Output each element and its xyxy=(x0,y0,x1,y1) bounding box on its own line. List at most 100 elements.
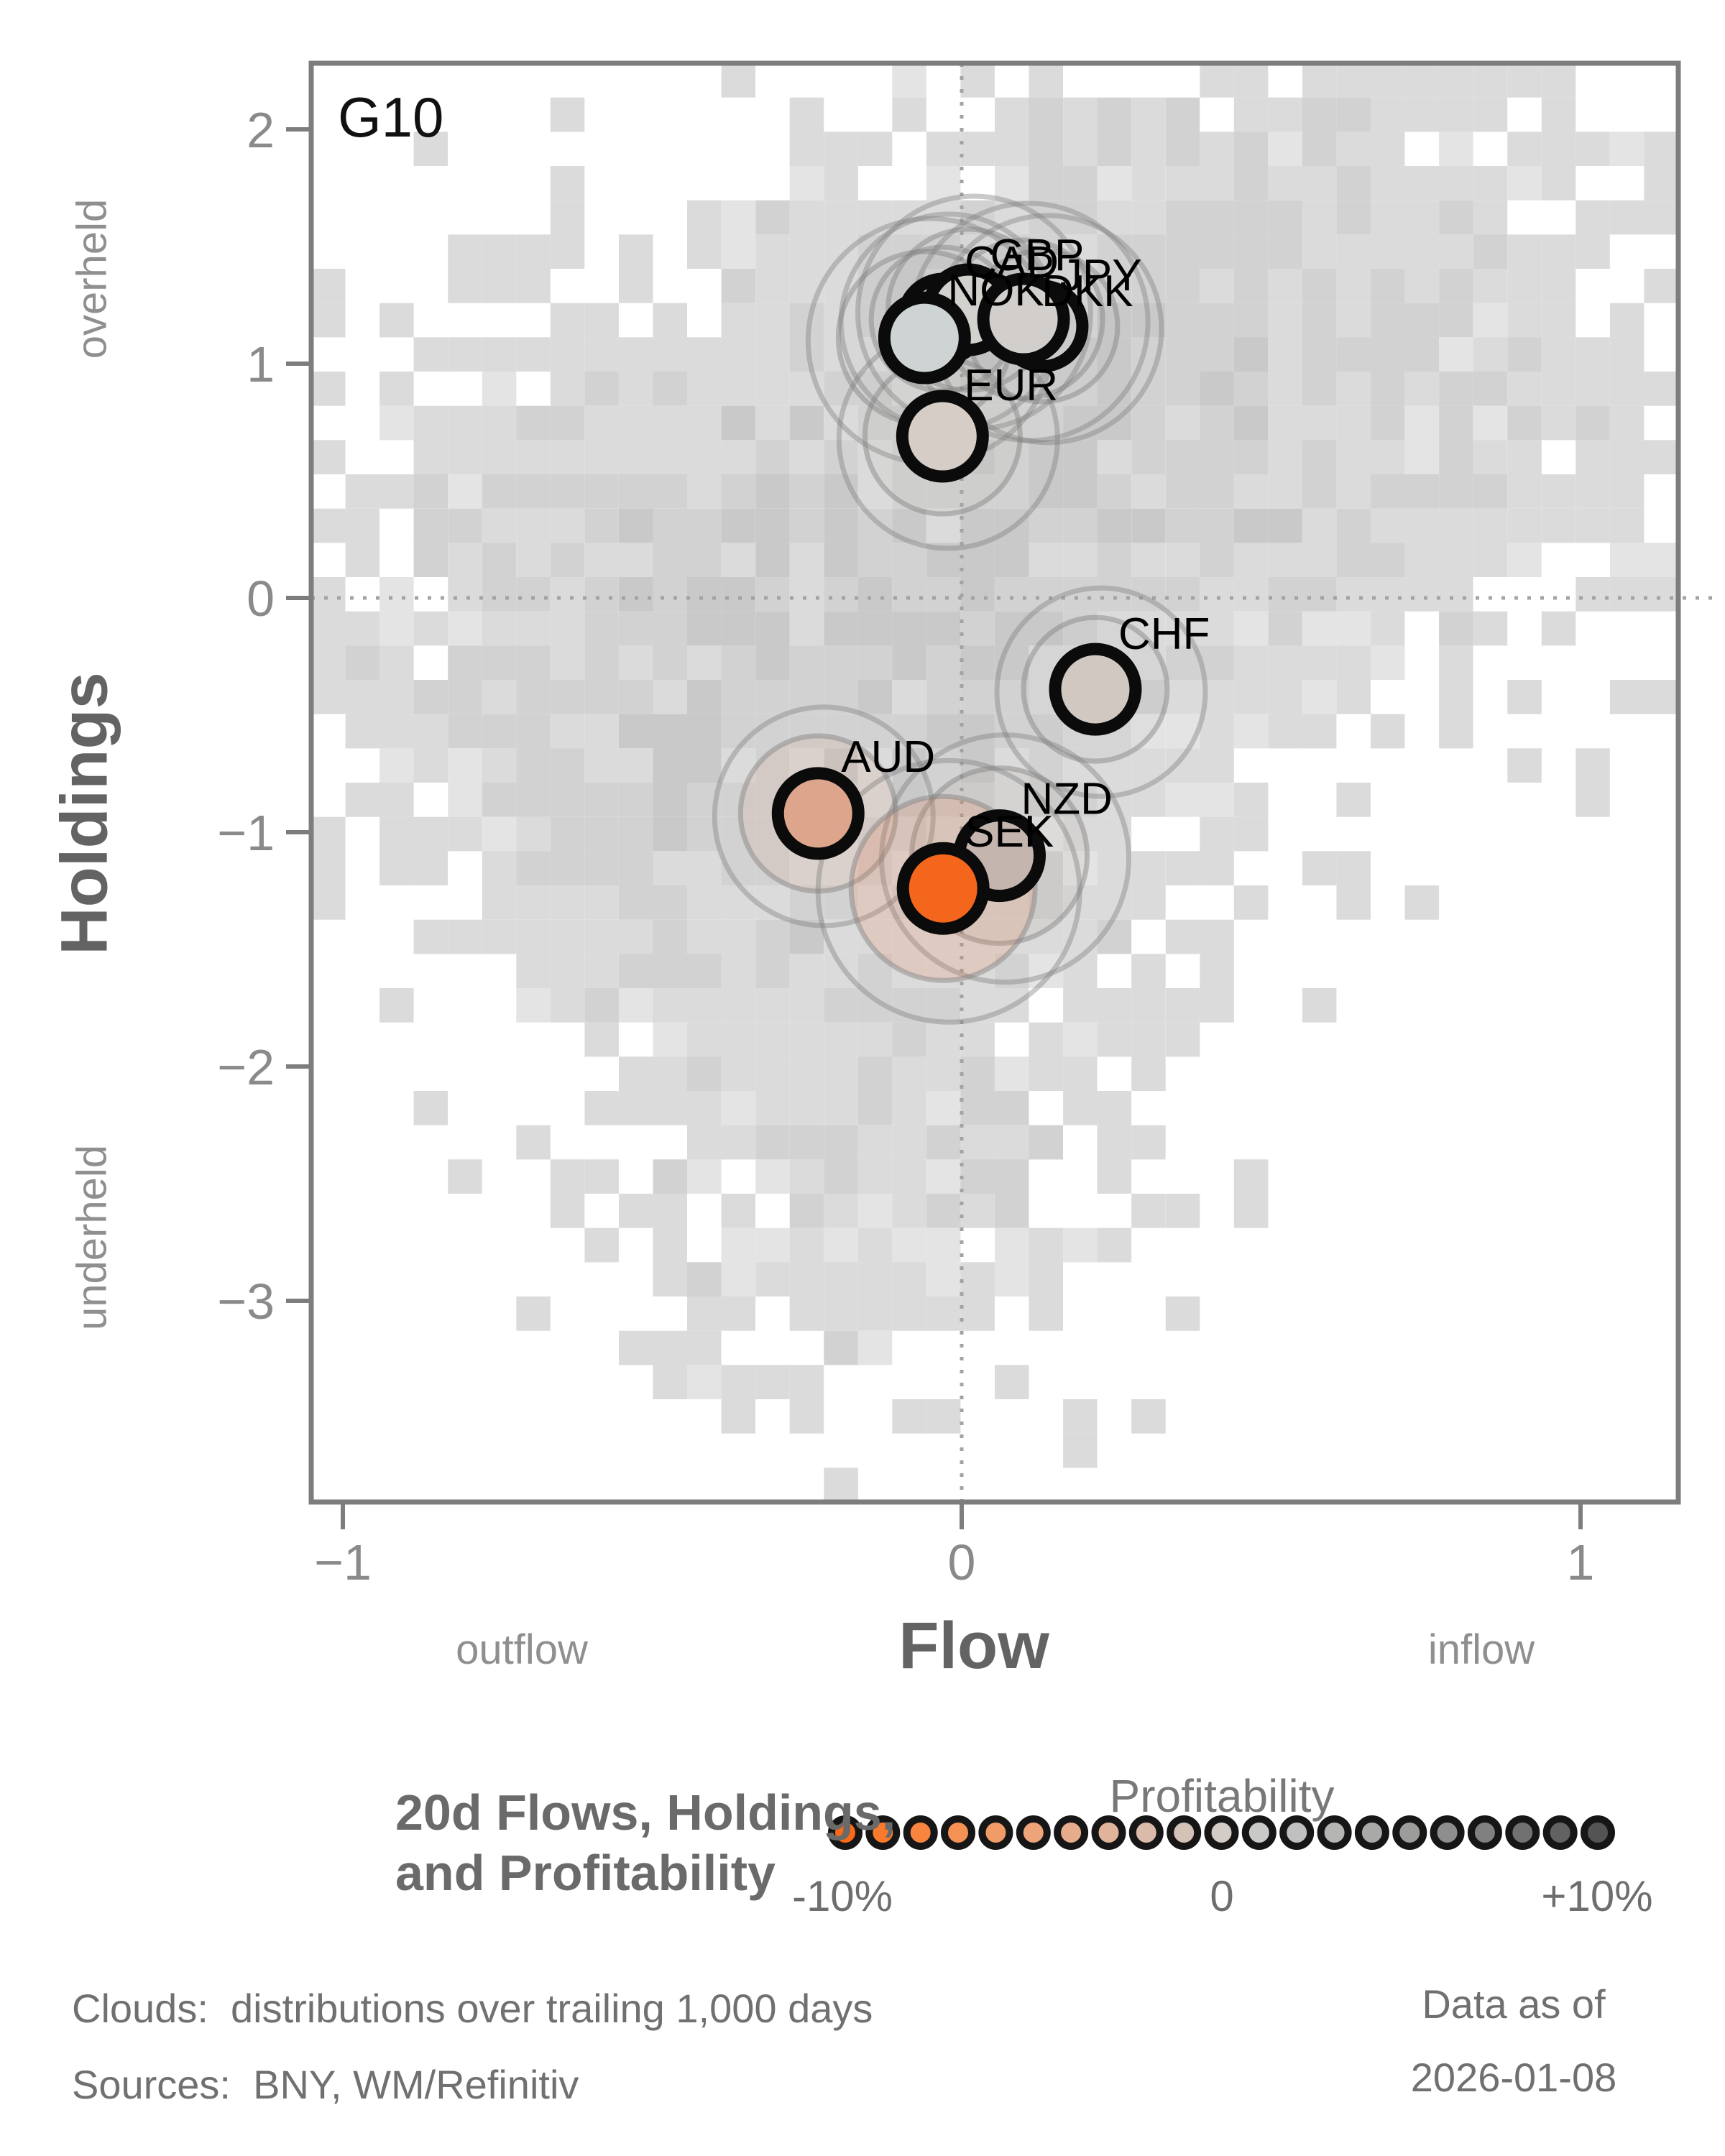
legend-dot xyxy=(1204,1815,1239,1850)
heatmap-cell xyxy=(1233,645,1269,680)
heatmap-cell xyxy=(1576,748,1610,783)
heatmap-cell xyxy=(516,645,551,680)
bubble-label-JPY: JPY xyxy=(1060,251,1142,300)
heatmap-cell xyxy=(380,577,414,612)
heatmap-cell xyxy=(1507,474,1542,509)
heatmap-cell xyxy=(721,1399,756,1434)
heatmap-cell xyxy=(1268,714,1302,749)
y-tick-label: −2 xyxy=(217,1039,275,1095)
heatmap-cell xyxy=(1097,405,1132,441)
heatmap-cell xyxy=(1473,405,1508,441)
heatmap-cell xyxy=(1576,200,1610,235)
heatmap-cell xyxy=(311,577,346,612)
heatmap-cell xyxy=(1644,132,1678,166)
heatmap-cell xyxy=(1029,919,1063,954)
heatmap-cell xyxy=(1131,954,1166,988)
heatmap-cell xyxy=(1439,611,1473,646)
heatmap-cell xyxy=(687,1056,722,1091)
heatmap-cell xyxy=(721,269,756,303)
heatmap-cell xyxy=(1404,508,1440,543)
heatmap-cell xyxy=(1097,577,1132,612)
heatmap-cell xyxy=(687,954,722,988)
heatmap-cell xyxy=(1165,714,1200,749)
heatmap-cell xyxy=(1200,132,1234,166)
heatmap-cell xyxy=(1131,714,1166,749)
legend-dot xyxy=(941,1815,975,1850)
heatmap-cell xyxy=(824,954,858,988)
heatmap-cell xyxy=(1404,577,1440,612)
heatmap-cell xyxy=(1371,543,1405,577)
heatmap-cell xyxy=(653,1194,687,1228)
heatmap-cell xyxy=(1507,337,1542,372)
heatmap-cell xyxy=(1336,132,1371,166)
heatmap-cell xyxy=(619,714,653,749)
heatmap-cell xyxy=(1404,885,1440,920)
heatmap-cell xyxy=(926,645,961,680)
heatmap-cell xyxy=(926,1227,961,1263)
heatmap-cell xyxy=(413,405,448,441)
heatmap-cell xyxy=(1165,474,1200,509)
heatmap-cell xyxy=(789,1399,824,1434)
heatmap-cell xyxy=(1644,440,1678,474)
heatmap-cell xyxy=(721,851,756,885)
heatmap-cell xyxy=(1165,303,1200,338)
heatmap-cell xyxy=(960,714,995,749)
heatmap-cell xyxy=(789,1091,824,1125)
heatmap-cell xyxy=(1200,919,1234,954)
heatmap-cell xyxy=(1165,166,1200,201)
heatmap-cell xyxy=(345,783,380,817)
heatmap-cell xyxy=(345,508,380,543)
heatmap-cell xyxy=(1165,372,1200,406)
heatmap-cell xyxy=(789,474,824,509)
heatmap-cell xyxy=(1541,63,1576,98)
heatmap-cell xyxy=(789,234,824,269)
heatmap-cell xyxy=(1371,234,1405,269)
heatmap-cell xyxy=(892,474,926,509)
heatmap-cell xyxy=(1063,372,1098,406)
legend-dot xyxy=(1241,1815,1276,1850)
heatmap-cell xyxy=(1200,200,1234,235)
heatmap-cell xyxy=(380,783,414,817)
heatmap-cell xyxy=(345,645,380,680)
heatmap-cell xyxy=(584,405,619,441)
heatmap-cell xyxy=(653,405,687,441)
heatmap-cell xyxy=(550,200,585,235)
cloud-outer-ring-SEK xyxy=(815,757,1082,1025)
heatmap-cell xyxy=(1268,372,1302,406)
heatmap-cell xyxy=(619,988,653,1023)
y-axis-underheld-annotation: underheld xyxy=(68,1145,116,1330)
heatmap-cell xyxy=(413,337,448,372)
heatmap-cell xyxy=(721,1227,756,1263)
heatmap-cell xyxy=(1336,577,1371,612)
heatmap-cell xyxy=(1200,405,1234,441)
heatmap-cell xyxy=(1576,577,1610,612)
heatmap-cell xyxy=(380,474,414,509)
heatmap-cell xyxy=(995,1227,1029,1263)
legend-dot xyxy=(1167,1815,1202,1850)
heatmap-cell xyxy=(1404,269,1440,303)
heatmap-cell xyxy=(789,337,824,372)
heatmap-cell xyxy=(1507,132,1542,166)
heatmap-cell xyxy=(755,680,790,714)
heatmap-cell xyxy=(1131,372,1166,406)
heatmap-cell xyxy=(1200,166,1234,201)
heatmap-cell xyxy=(1097,132,1132,166)
heatmap-cell xyxy=(1439,543,1473,577)
heatmap-cell xyxy=(1302,474,1337,509)
heatmap-cell xyxy=(721,1125,756,1160)
heatmap-cell xyxy=(482,851,517,885)
heatmap-cell xyxy=(1404,543,1440,577)
heatmap-cell xyxy=(1473,372,1508,406)
bubble-label-NOK: NOK xyxy=(947,266,1044,315)
heatmap-cell xyxy=(755,611,790,646)
heatmap-cell xyxy=(619,577,653,612)
heatmap-cell xyxy=(516,748,551,783)
heatmap-cell xyxy=(857,680,893,714)
heatmap-cell xyxy=(1404,372,1440,406)
bubble-CHF xyxy=(1049,642,1142,736)
heatmap-cell xyxy=(1302,97,1337,132)
heatmap-cell xyxy=(721,714,756,749)
heatmap-cell xyxy=(789,885,824,920)
heatmap-cell xyxy=(413,611,448,646)
heatmap-cell xyxy=(960,954,995,988)
